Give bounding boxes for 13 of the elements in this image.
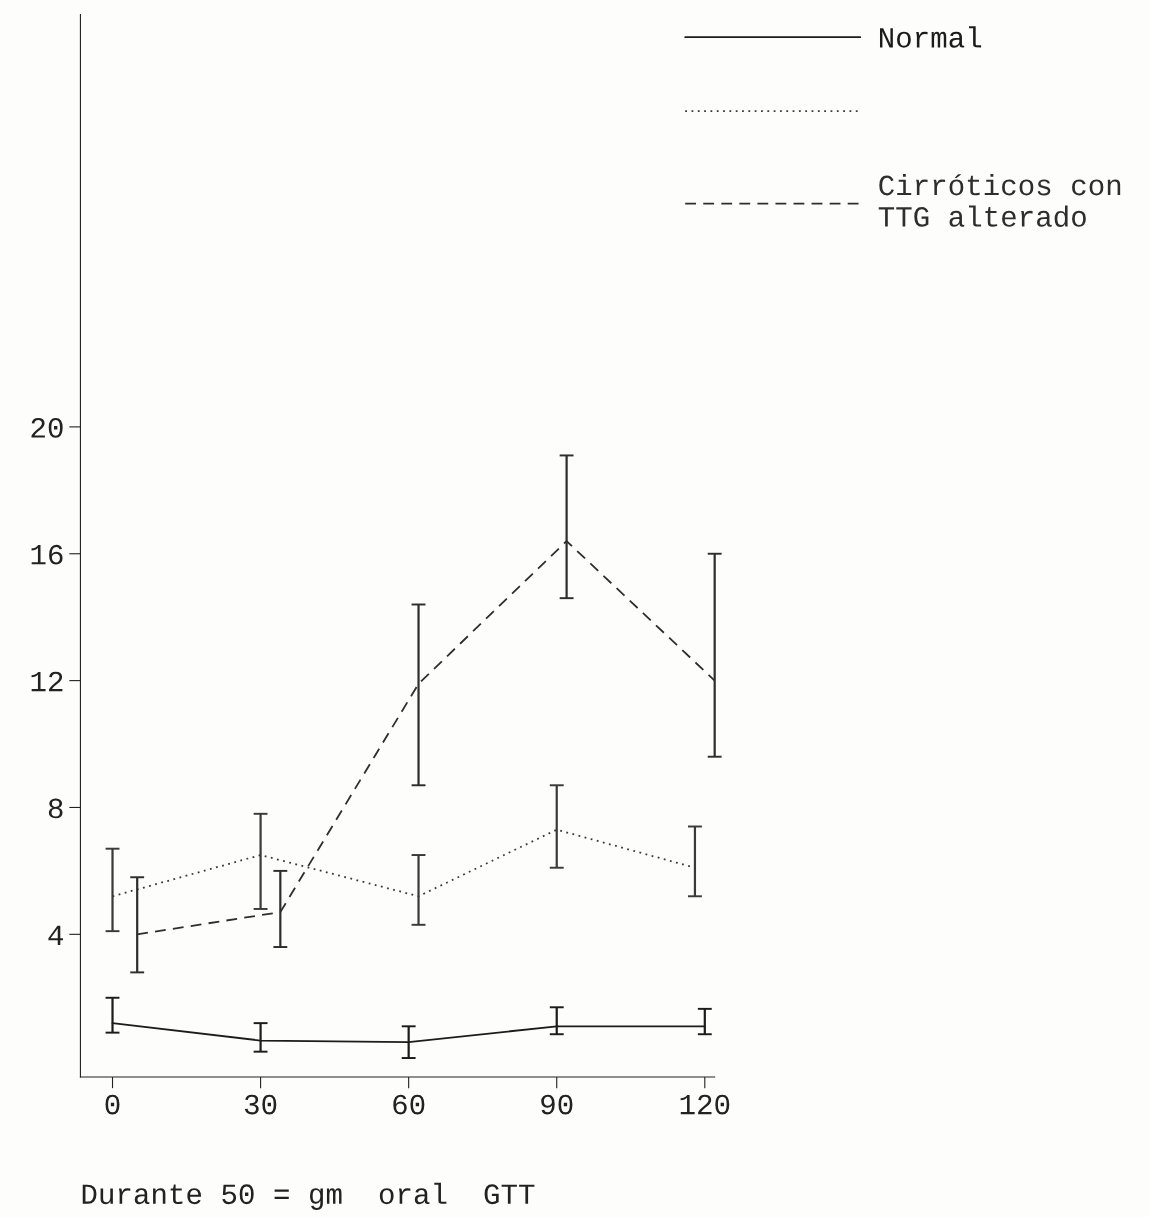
text: Normal [879, 26, 982, 48]
x-tick-label: 90 [541, 1094, 573, 1115]
x-tick-label: 30 [244, 1094, 277, 1115]
y-tick-label: 8 [48, 798, 63, 819]
y-tick-label: 20 [31, 417, 63, 438]
y-tick-label: 16 [31, 544, 63, 565]
text: Cirróticos con TTG alterado [878, 173, 1121, 227]
y-tick-label: 4 [48, 925, 63, 945]
x-tick-label: 120 [680, 1094, 730, 1115]
x-tick-label: 60 [393, 1094, 425, 1115]
x-axis-title: Durante 50 = gm oral GTT [82, 1182, 535, 1210]
x-tick-label: 0 [105, 1094, 120, 1115]
y-tick-label: 12 [31, 671, 63, 692]
